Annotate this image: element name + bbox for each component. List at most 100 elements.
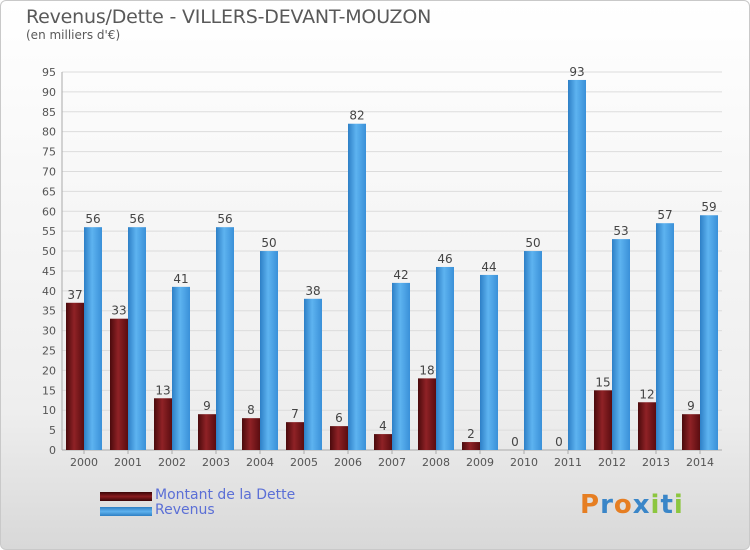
x-tick-label: 2002 — [158, 456, 186, 469]
x-tick-label: 2007 — [378, 456, 406, 469]
bar-revenus — [304, 298, 322, 450]
bar-dette — [286, 422, 304, 450]
y-tick-label: 90 — [42, 86, 56, 99]
y-tick-label: 40 — [42, 285, 56, 298]
logo-letter: i — [650, 490, 661, 520]
data-label-revenus: 56 — [217, 212, 232, 226]
bar-dette — [594, 390, 612, 450]
y-tick-label: 60 — [42, 205, 56, 218]
data-label-revenus: 93 — [569, 65, 584, 79]
bar-dette — [198, 414, 216, 450]
data-label-dette: 7 — [291, 407, 299, 421]
data-label-revenus: 41 — [173, 272, 188, 286]
logo-letter: P — [580, 490, 601, 520]
logo-letter: o — [613, 490, 633, 520]
bar-dette — [154, 398, 172, 450]
data-label-dette: 18 — [419, 363, 434, 377]
y-tick-label: 55 — [42, 225, 56, 238]
y-tick-label: 35 — [42, 305, 56, 318]
data-label-dette: 8 — [247, 403, 255, 417]
bar-revenus — [700, 215, 718, 450]
y-tick-label: 45 — [42, 265, 56, 278]
data-label-dette: 9 — [687, 399, 695, 413]
y-tick-label: 80 — [42, 126, 56, 139]
logo-letter: i — [673, 490, 684, 520]
data-label-revenus: 42 — [393, 268, 408, 282]
data-label-revenus: 53 — [613, 224, 628, 238]
bar-dette — [66, 302, 84, 450]
data-label-revenus: 46 — [437, 252, 452, 266]
x-tick-label: 2010 — [510, 456, 538, 469]
legend-swatch-revenus — [100, 507, 152, 516]
y-tick-label: 0 — [49, 444, 56, 457]
bar-dette — [682, 414, 700, 450]
bar-revenus — [128, 227, 146, 450]
data-label-dette: 13 — [155, 383, 170, 397]
data-label-revenus: 82 — [349, 109, 364, 123]
bar-revenus — [84, 227, 102, 450]
x-tick-label: 2005 — [290, 456, 318, 469]
y-tick-label: 15 — [42, 384, 56, 397]
legend-label-revenus: Revenus — [155, 502, 215, 518]
y-tick-label: 65 — [42, 185, 56, 198]
y-tick-label: 30 — [42, 325, 56, 338]
bar-revenus — [480, 274, 498, 450]
data-label-dette: 0 — [511, 435, 519, 449]
y-tick-label: 85 — [42, 106, 56, 119]
x-tick-label: 2009 — [466, 456, 494, 469]
data-label-dette: 9 — [203, 399, 211, 413]
data-label-revenus: 38 — [305, 284, 320, 298]
bar-revenus — [348, 123, 366, 450]
data-label-dette: 0 — [555, 435, 563, 449]
y-tick-label: 95 — [42, 66, 56, 79]
bar-revenus — [260, 251, 278, 450]
bar-revenus — [436, 266, 454, 450]
bar-revenus — [216, 227, 234, 450]
data-label-revenus: 50 — [525, 236, 540, 250]
y-tick-label: 10 — [42, 404, 56, 417]
x-tick-label: 2012 — [598, 456, 626, 469]
x-tick-label: 2008 — [422, 456, 450, 469]
data-label-dette: 12 — [639, 387, 654, 401]
data-label-dette: 2 — [467, 427, 475, 441]
chart-subtitle: (en milliers d'€) — [26, 28, 121, 42]
y-tick-label: 70 — [42, 165, 56, 178]
y-tick-label: 75 — [42, 146, 56, 159]
y-tick-label: 20 — [42, 364, 56, 377]
proxiti-logo: Proxiti — [580, 490, 684, 520]
logo-letter: t — [660, 490, 674, 520]
bar-revenus — [568, 79, 586, 451]
x-tick-label: 2000 — [70, 456, 98, 469]
x-tick-label: 2014 — [686, 456, 714, 469]
logo-letter: r — [600, 490, 614, 520]
bar-revenus — [656, 223, 674, 450]
bar-revenus — [612, 239, 630, 450]
data-label-dette: 37 — [67, 288, 82, 302]
bar-revenus — [392, 282, 410, 450]
y-tick-label: 50 — [42, 245, 56, 258]
x-tick-label: 2003 — [202, 456, 230, 469]
data-label-revenus: 44 — [481, 260, 496, 274]
data-label-revenus: 57 — [657, 208, 672, 222]
data-label-revenus: 50 — [261, 236, 276, 250]
bar-dette — [242, 418, 260, 450]
legend-swatch-dette — [100, 492, 152, 501]
logo-letter: x — [632, 490, 651, 520]
bar-dette — [418, 378, 436, 450]
bar-revenus — [524, 251, 542, 450]
x-tick-label: 2004 — [246, 456, 274, 469]
bar-revenus — [172, 286, 190, 450]
x-tick-label: 2001 — [114, 456, 142, 469]
bar-dette — [330, 426, 348, 450]
data-label-dette: 6 — [335, 411, 343, 425]
bar-dette — [462, 442, 480, 450]
bar-dette — [110, 318, 128, 450]
data-label-revenus: 56 — [129, 212, 144, 226]
chart-title: Revenus/Dette - VILLERS-DEVANT-MOUZON — [26, 6, 432, 28]
x-tick-label: 2013 — [642, 456, 670, 469]
bar-dette — [374, 434, 392, 450]
data-label-revenus: 56 — [85, 212, 100, 226]
data-label-dette: 33 — [111, 304, 126, 318]
data-label-dette: 4 — [379, 419, 387, 433]
